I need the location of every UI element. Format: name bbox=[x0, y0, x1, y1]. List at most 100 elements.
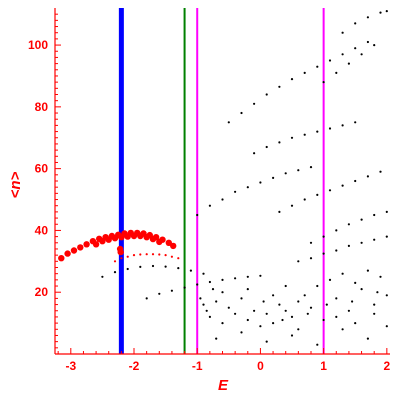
point-s2-31 bbox=[253, 102, 256, 105]
point-s2-47 bbox=[328, 127, 332, 130]
point-s2-35 bbox=[303, 71, 306, 74]
point-s2-36 bbox=[316, 65, 319, 68]
point-s2-69 bbox=[309, 241, 313, 244]
point-s2-104 bbox=[335, 297, 338, 300]
point-s2-120 bbox=[366, 337, 369, 340]
point-s2-67 bbox=[366, 175, 369, 178]
y-tick-label-3: 80 bbox=[35, 100, 49, 114]
point-s2-79 bbox=[335, 249, 338, 252]
point-s2-75 bbox=[385, 210, 388, 213]
point-s1-9 bbox=[170, 255, 173, 258]
point-s2-114 bbox=[215, 337, 218, 340]
point-s2-125 bbox=[284, 284, 287, 288]
point-s2-122 bbox=[221, 291, 224, 294]
point-s2-88 bbox=[253, 309, 256, 312]
point-s2-21 bbox=[221, 198, 224, 201]
y-tick-label-4: 100 bbox=[28, 38, 48, 52]
point-s2-23 bbox=[246, 186, 249, 189]
point-s0-26 bbox=[137, 232, 144, 240]
point-s2-28 bbox=[309, 166, 313, 169]
point-s2-106 bbox=[360, 288, 363, 291]
point-s2-34 bbox=[290, 78, 294, 81]
point-s2-82 bbox=[373, 238, 376, 241]
point-s0-22 bbox=[111, 235, 119, 242]
point-s2-13 bbox=[196, 283, 199, 286]
point-s2-96 bbox=[234, 312, 237, 315]
point-s2-105 bbox=[347, 309, 350, 312]
point-s0-27 bbox=[143, 234, 150, 241]
point-s1-2 bbox=[126, 255, 129, 258]
point-s2-113 bbox=[379, 275, 382, 278]
point-s2-16 bbox=[234, 277, 237, 280]
point-s2-103 bbox=[322, 318, 325, 322]
point-s0-28 bbox=[149, 235, 157, 243]
point-s2-138 bbox=[376, 291, 379, 294]
point-s2-80 bbox=[347, 244, 350, 247]
y-tick-label-0: 20 bbox=[35, 285, 49, 299]
point-s2-60 bbox=[278, 210, 281, 213]
point-s2-118 bbox=[316, 343, 319, 346]
point-s2-93 bbox=[316, 284, 319, 288]
point-s2-90 bbox=[278, 303, 281, 306]
point-s0-2 bbox=[70, 247, 78, 254]
point-s2-43 bbox=[278, 141, 281, 144]
point-s2-56 bbox=[354, 22, 357, 25]
point-s2-27 bbox=[297, 169, 300, 172]
point-s2-135 bbox=[306, 312, 309, 315]
point-s0-4 bbox=[83, 241, 90, 248]
x-tick-label-2: -1 bbox=[192, 359, 203, 373]
point-s2-137 bbox=[351, 300, 354, 303]
point-s2-26 bbox=[284, 172, 287, 175]
point-s2-57 bbox=[366, 16, 369, 19]
point-s2-48 bbox=[341, 124, 344, 127]
point-s1-6 bbox=[151, 253, 155, 256]
point-s2-54 bbox=[373, 44, 376, 47]
point-s1-10 bbox=[177, 257, 180, 260]
point-s2-83 bbox=[385, 235, 388, 238]
point-s2-97 bbox=[246, 318, 249, 322]
point-s1-5 bbox=[145, 253, 148, 256]
y-axis-label: <n> bbox=[7, 171, 24, 198]
vertical-lines bbox=[118, 8, 325, 354]
point-s2-63 bbox=[316, 193, 319, 196]
point-s2-65 bbox=[341, 184, 344, 187]
point-s2-61 bbox=[290, 204, 294, 207]
point-s2-20 bbox=[208, 204, 211, 207]
point-s2-72 bbox=[347, 223, 350, 226]
point-s2-98 bbox=[259, 325, 262, 328]
x-tick-label-3: 0 bbox=[257, 359, 264, 373]
point-s2-9 bbox=[145, 297, 148, 300]
point-s2-59 bbox=[385, 10, 388, 13]
point-s2-99 bbox=[272, 322, 275, 325]
point-s2-126 bbox=[297, 300, 300, 303]
point-s2-14 bbox=[208, 280, 211, 284]
point-s2-55 bbox=[341, 31, 344, 34]
point-s2-32 bbox=[265, 93, 268, 96]
point-s2-33 bbox=[278, 85, 281, 88]
point-s2-78 bbox=[322, 252, 325, 255]
point-s2-51 bbox=[335, 71, 338, 74]
point-s0-20 bbox=[99, 238, 106, 245]
point-s2-39 bbox=[354, 47, 357, 50]
point-s2-133 bbox=[262, 300, 265, 303]
point-s2-68 bbox=[379, 170, 382, 173]
point-s2-74 bbox=[373, 213, 376, 217]
x-axis-label: E bbox=[218, 377, 229, 394]
point-s2-91 bbox=[290, 315, 294, 318]
point-s2-38 bbox=[341, 53, 344, 56]
point-s2-102 bbox=[309, 306, 313, 309]
point-s2-25 bbox=[272, 176, 275, 179]
point-s2-6 bbox=[177, 267, 180, 270]
point-s0-21 bbox=[105, 236, 112, 243]
point-s0-1 bbox=[64, 250, 71, 257]
axes: -3 -2 -1 0 1 2 20 40 60 80 100 bbox=[28, 8, 390, 373]
point-s0-23 bbox=[118, 234, 125, 241]
point-s2-85 bbox=[215, 300, 218, 303]
point-s2-44 bbox=[290, 136, 294, 139]
point-s2-30 bbox=[240, 111, 243, 115]
point-s2-76 bbox=[297, 260, 300, 263]
point-s2-66 bbox=[354, 179, 357, 183]
point-s2-2 bbox=[126, 267, 129, 271]
